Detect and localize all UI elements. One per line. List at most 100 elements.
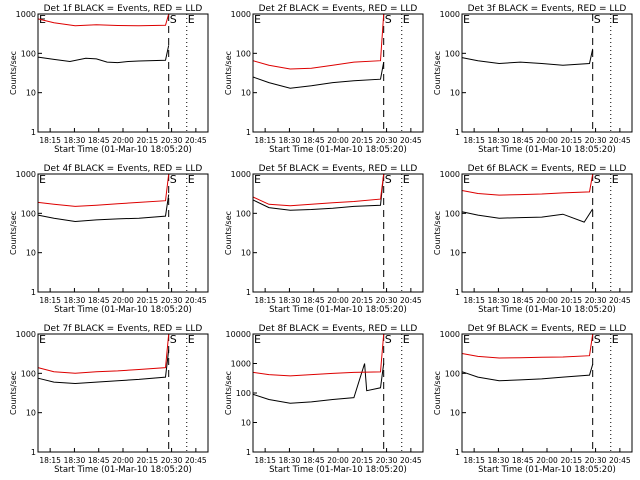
series-line-lld: [252, 333, 385, 377]
series-line-events: [461, 208, 594, 223]
x-tick-label: 18:30: [279, 296, 301, 305]
marker-label-e: E: [463, 13, 470, 26]
x-tick-label: 20:45: [609, 456, 631, 465]
series-line-events: [37, 45, 170, 64]
series-line-lld: [252, 173, 385, 207]
x-tick-label: 20:30: [585, 456, 607, 465]
marker-label-e: E: [254, 173, 261, 186]
x-tick-label: 18:30: [488, 456, 510, 465]
marker-label-e: E: [39, 173, 46, 186]
y-tick-label: 1000: [16, 330, 36, 339]
y-tick-label: 10: [26, 249, 36, 258]
marker-label-s: S: [170, 333, 177, 346]
y-tick-label: 1000: [16, 170, 36, 179]
panel-title: Det 8f BLACK = Events, RED = LLD: [259, 324, 418, 334]
series-line-events: [252, 173, 385, 211]
y-tick-label: 1: [455, 128, 460, 137]
x-tick-label: 18:45: [303, 136, 325, 145]
x-tick-label: 20:45: [400, 296, 422, 305]
y-axis-label: Counts/sec: [224, 371, 233, 415]
x-tick-label: 20:15: [560, 296, 582, 305]
x-tick-label: 20:00: [112, 136, 134, 145]
marker-label-e: E: [463, 333, 470, 346]
x-axis-label: Start Time (01-Mar-10 18:05:20): [54, 145, 192, 155]
x-tick-label: 20:15: [560, 136, 582, 145]
y-tick-label: 10: [450, 409, 460, 418]
x-tick-label: 18:15: [254, 456, 276, 465]
y-tick-label: 10: [450, 89, 460, 98]
y-tick-label: 100: [236, 49, 251, 58]
y-tick-label: 10: [241, 89, 251, 98]
series-line-lld: [461, 173, 594, 196]
x-tick-label: 20:45: [185, 296, 207, 305]
x-tick-label: 18:30: [64, 296, 86, 305]
x-tick-label: 20:15: [560, 456, 582, 465]
x-tick-label: 20:15: [136, 456, 158, 465]
x-axis-label: Start Time (01-Mar-10 18:05:20): [478, 305, 616, 315]
x-tick-label: 20:00: [327, 136, 349, 145]
y-tick-label: 100: [236, 389, 251, 398]
x-tick-label: 20:00: [327, 456, 349, 465]
x-tick-label: 18:30: [488, 136, 510, 145]
panel-title: Det 1f BLACK = Events, RED = LLD: [44, 4, 203, 14]
y-tick-label: 100: [445, 209, 460, 218]
series-line-events: [461, 364, 594, 382]
x-tick-label: 20:00: [112, 456, 134, 465]
marker-label-s: S: [594, 333, 601, 346]
x-tick-label: 18:15: [254, 136, 276, 145]
x-tick-label: 20:15: [351, 456, 373, 465]
x-tick-label: 18:15: [39, 456, 61, 465]
y-tick-label: 1000: [440, 330, 460, 339]
series-line-events: [461, 48, 594, 66]
x-tick-label: 20:00: [536, 296, 558, 305]
x-tick-label: 20:00: [536, 136, 558, 145]
marker-label-s: S: [170, 13, 177, 26]
y-tick-label: 100: [21, 209, 36, 218]
marker-label-e: E: [612, 333, 619, 346]
x-tick-label: 18:15: [463, 136, 485, 145]
x-tick-label: 18:15: [463, 456, 485, 465]
series-line-lld: [37, 13, 170, 27]
series-line-events: [37, 194, 170, 223]
panel-title: Det 6f BLACK = Events, RED = LLD: [468, 164, 627, 174]
panel-title: Det 3f BLACK = Events, RED = LLD: [468, 4, 627, 14]
y-tick-label: 10000: [226, 330, 251, 339]
y-tick-label: 10: [26, 409, 36, 418]
x-tick-label: 20:30: [585, 136, 607, 145]
x-tick-label: 18:45: [512, 296, 534, 305]
y-tick-label: 1: [31, 448, 36, 457]
marker-label-s: S: [385, 333, 392, 346]
x-tick-label: 18:45: [303, 296, 325, 305]
marker-label-e: E: [254, 333, 261, 346]
y-axis-label: Counts/sec: [224, 51, 233, 95]
marker-label-e: E: [463, 173, 470, 186]
x-tick-label: 18:30: [64, 456, 86, 465]
y-axis-label: Counts/sec: [9, 371, 18, 415]
x-tick-label: 20:15: [351, 296, 373, 305]
x-tick-label: 20:15: [351, 136, 373, 145]
x-tick-label: 20:45: [609, 136, 631, 145]
y-tick-label: 100: [21, 369, 36, 378]
x-tick-label: 20:45: [609, 296, 631, 305]
x-tick-label: 18:45: [88, 296, 110, 305]
y-tick-label: 1: [455, 288, 460, 297]
x-tick-label: 18:15: [254, 296, 276, 305]
panel-title: Det 5f BLACK = Events, RED = LLD: [259, 164, 418, 174]
x-tick-label: 20:30: [376, 296, 398, 305]
x-tick-label: 18:45: [88, 136, 110, 145]
x-tick-label: 20:15: [136, 296, 158, 305]
marker-label-e: E: [403, 333, 410, 346]
y-tick-label: 100: [21, 49, 36, 58]
series-line-lld: [37, 173, 170, 207]
x-tick-label: 18:30: [64, 136, 86, 145]
series-line-lld: [252, 13, 385, 70]
y-tick-label: 1: [31, 128, 36, 137]
x-tick-label: 20:30: [161, 456, 183, 465]
y-tick-label: 10: [241, 419, 251, 428]
